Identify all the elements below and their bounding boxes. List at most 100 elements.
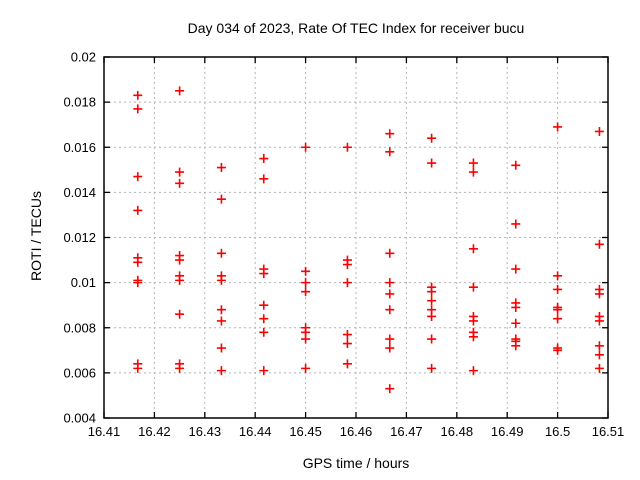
data-point-marker (342, 339, 352, 349)
chart-title: Day 034 of 2023, Rate Of TEC Index for r… (187, 20, 525, 36)
x-axis-tick-label: 16.42 (138, 424, 171, 439)
data-point-marker (175, 86, 185, 96)
data-point-marker (385, 278, 395, 288)
data-point-marker (301, 142, 311, 152)
data-point-marker (427, 296, 437, 306)
data-point-marker (342, 260, 352, 270)
data-point-marker (259, 300, 269, 310)
data-point-marker (342, 278, 352, 288)
data-point-marker (216, 194, 226, 204)
data-point-marker (216, 316, 226, 326)
data-point-marker (216, 275, 226, 285)
data-point-marker (511, 160, 521, 170)
data-point-marker (301, 278, 311, 288)
data-point-marker (468, 158, 478, 168)
y-axis-tick-label: 0.02 (71, 50, 96, 65)
data-point-marker (385, 248, 395, 258)
data-point-marker (133, 363, 143, 373)
data-point-marker (553, 345, 563, 355)
data-point-marker (175, 178, 185, 188)
data-point-marker (175, 167, 185, 177)
data-point-marker (468, 282, 478, 292)
y-axis-tick-label: 0.008 (63, 320, 96, 335)
data-point-marker (133, 257, 143, 267)
data-point-marker (594, 126, 604, 136)
data-point-marker (594, 363, 604, 373)
data-point-marker (594, 289, 604, 299)
data-point-marker (175, 275, 185, 285)
data-point-marker (553, 271, 563, 281)
data-point-marker (175, 363, 185, 373)
data-point-marker (259, 327, 269, 337)
data-point-marker (301, 363, 311, 373)
data-point-marker (133, 90, 143, 100)
data-point-marker (342, 359, 352, 369)
data-point-marker (511, 219, 521, 229)
data-point-marker (216, 248, 226, 258)
x-axis-tick-label: 16.47 (390, 424, 423, 439)
data-point-marker (259, 269, 269, 279)
data-point-marker (427, 158, 437, 168)
x-axis-tick-label: 16.51 (592, 424, 625, 439)
data-point-marker (427, 133, 437, 143)
data-point-marker (175, 309, 185, 319)
y-axis-tick-label: 0.012 (63, 230, 96, 245)
data-point-marker (385, 289, 395, 299)
data-point-marker (385, 147, 395, 157)
data-point-marker (511, 341, 521, 351)
data-point-marker (427, 334, 437, 344)
data-point-marker (301, 287, 311, 297)
data-point-marker (468, 316, 478, 326)
x-axis-tick-label: 16.46 (340, 424, 373, 439)
data-point-marker (553, 314, 563, 324)
data-point-marker (468, 244, 478, 254)
data-point-marker (216, 305, 226, 315)
y-axis-tick-label: 0.01 (71, 275, 96, 290)
x-axis-tick-label: 16.44 (239, 424, 272, 439)
data-point-marker (385, 305, 395, 315)
data-point-marker (259, 174, 269, 184)
data-point-marker (385, 334, 395, 344)
data-point-marker (511, 318, 521, 328)
data-point-marker (553, 284, 563, 294)
data-point-marker (133, 205, 143, 215)
data-point-marker (385, 129, 395, 139)
data-point-marker (133, 172, 143, 182)
data-point-marker (594, 350, 604, 360)
data-point-marker (511, 302, 521, 312)
data-point-marker (468, 332, 478, 342)
data-point-marker (553, 122, 563, 132)
data-point-marker (427, 363, 437, 373)
y-axis-tick-label: 0.006 (63, 365, 96, 380)
data-point-marker (133, 104, 143, 114)
data-point-marker (594, 341, 604, 351)
x-axis-tick-label: 16.5 (545, 424, 570, 439)
data-point-marker (175, 255, 185, 265)
x-axis-tick-label: 16.49 (491, 424, 524, 439)
x-axis-tick-label: 16.48 (441, 424, 474, 439)
data-point-marker (594, 239, 604, 249)
data-point-marker (259, 154, 269, 164)
data-point-marker (385, 384, 395, 394)
x-axis-tick-label: 16.41 (88, 424, 121, 439)
x-axis-tick-label: 16.43 (189, 424, 222, 439)
x-axis-label: GPS time / hours (302, 455, 410, 471)
data-point-marker (259, 314, 269, 324)
data-point-marker (553, 305, 563, 315)
data-point-marker (216, 343, 226, 353)
data-point-marker (216, 163, 226, 173)
data-point-marker (216, 366, 226, 376)
data-point-marker (427, 311, 437, 321)
data-point-marker (133, 278, 143, 288)
data-point-marker (468, 366, 478, 376)
data-point-marker (511, 264, 521, 274)
y-axis-tick-label: 0.004 (63, 411, 96, 426)
data-point-marker (342, 330, 352, 340)
data-point-marker (342, 142, 352, 152)
data-point-marker (468, 167, 478, 177)
data-point-marker (427, 287, 437, 297)
y-axis-tick-label: 0.018 (63, 95, 96, 110)
x-axis-tick-label: 16.45 (289, 424, 322, 439)
